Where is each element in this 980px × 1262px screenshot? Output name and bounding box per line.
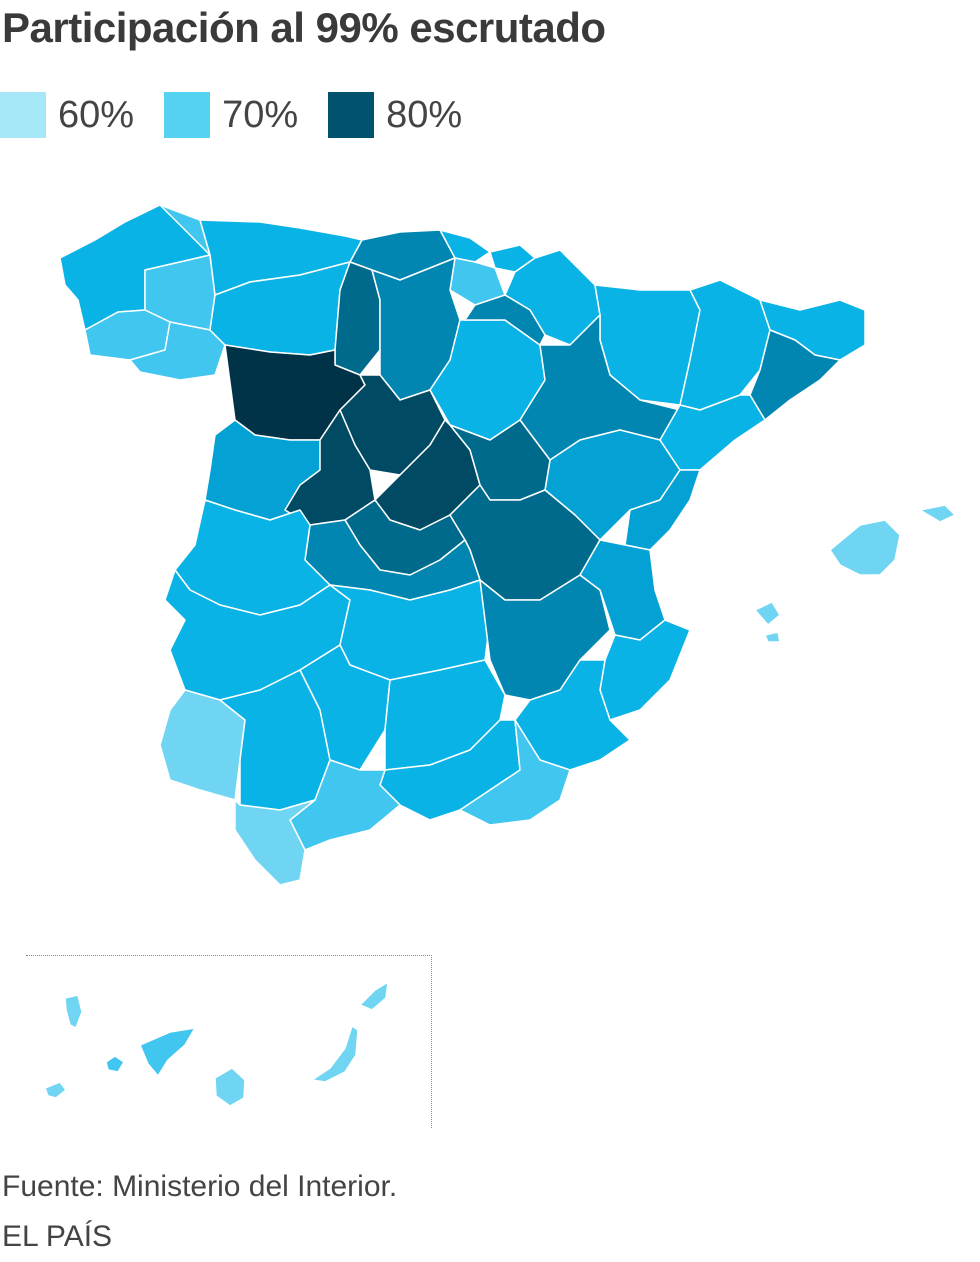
island-fuerteventura xyxy=(311,1025,359,1083)
province-barcelona xyxy=(749,329,841,421)
legend-label-80: 80% xyxy=(386,93,463,136)
island-tenerife xyxy=(139,1027,196,1077)
source-note: Fuente: Ministerio del Interior. xyxy=(2,1170,398,1203)
province-menorca xyxy=(919,504,956,523)
province-navarra xyxy=(504,249,601,346)
province-tarragona xyxy=(659,394,766,471)
legend-item-60: 60% xyxy=(0,92,134,138)
legend: 60% 70% 80% xyxy=(0,92,492,138)
chart-title: Participación al 99% escrutado xyxy=(2,4,606,51)
island-el-hierro xyxy=(44,1081,67,1099)
legend-swatch-80 xyxy=(328,92,375,138)
province-bizkaia xyxy=(439,229,491,263)
legend-item-70: 70% xyxy=(164,92,298,138)
legend-swatch-70 xyxy=(164,92,211,138)
province-cadiz xyxy=(234,799,316,886)
island-la-gomera xyxy=(105,1055,125,1073)
province-mallorca xyxy=(829,519,901,576)
island-la-palma xyxy=(64,994,83,1029)
island-gran-canaria xyxy=(214,1067,246,1107)
province-la-rioja xyxy=(464,294,546,346)
legend-label-60: 60% xyxy=(58,93,135,136)
spain-turnout-map xyxy=(44,204,956,1107)
province-formentera xyxy=(764,631,781,643)
canarias-inset-frame xyxy=(26,955,432,1128)
publisher-brand: EL PAÍS xyxy=(2,1220,113,1253)
legend-label-70: 70% xyxy=(222,93,299,136)
province-ibiza xyxy=(754,601,781,626)
province-almeria xyxy=(459,719,571,826)
legend-item-80: 80% xyxy=(328,92,462,138)
province-murcia xyxy=(514,659,631,771)
island-lanzarote xyxy=(359,981,389,1011)
legend-swatch-60 xyxy=(0,92,46,138)
